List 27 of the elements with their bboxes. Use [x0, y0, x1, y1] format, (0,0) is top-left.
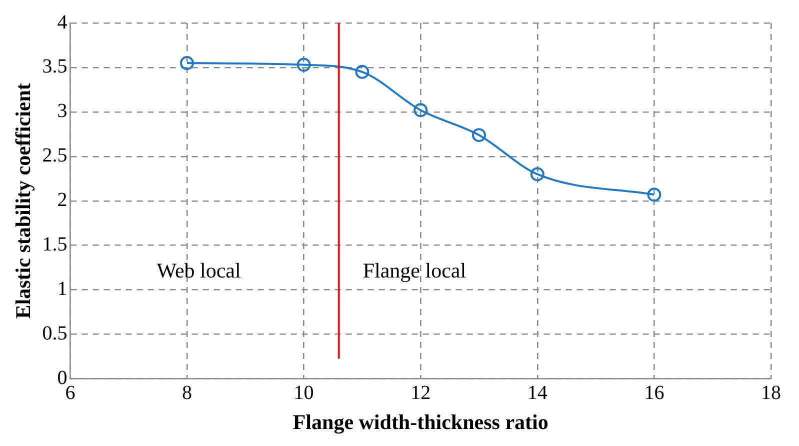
y-tick-label: 0 [57, 367, 68, 390]
y-tick-label: 0.5 [42, 322, 68, 345]
x-axis-title: Flange width-thickness ratio [292, 410, 548, 434]
x-tick-label: 6 [65, 382, 76, 404]
annotation: Web local [156, 258, 241, 283]
y-tick-label: 1.5 [42, 234, 68, 256]
y-tick-label: 2.5 [42, 144, 68, 167]
y-axis-title: Elastic stability coefficient [11, 83, 36, 319]
x-tick-label: 10 [294, 382, 314, 404]
point [355, 64, 370, 79]
x-tick-label: 14 [527, 382, 548, 404]
point [414, 103, 428, 118]
point [180, 56, 194, 70]
x-tick-label: 12 [410, 382, 431, 404]
x-tick-label: 8 [182, 382, 192, 404]
point [647, 188, 662, 202]
y-tick-label: 4 [57, 11, 68, 34]
annotation: Flange local [362, 258, 466, 283]
point [530, 167, 544, 182]
y-tick-label: 3 [57, 100, 68, 122]
point [472, 128, 486, 142]
x-tick-label: 18 [761, 382, 781, 404]
x-tick-label: 16 [644, 382, 664, 404]
point [296, 58, 311, 72]
y-tick-label: 1 [57, 278, 68, 300]
y-tick-label: 3.5 [42, 56, 68, 78]
y-tick-label: 2 [57, 189, 68, 212]
